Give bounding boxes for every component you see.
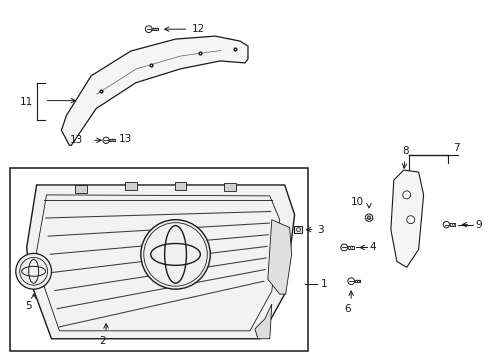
- Text: 9: 9: [474, 220, 481, 230]
- Polygon shape: [390, 170, 423, 267]
- Circle shape: [16, 253, 51, 289]
- Text: 13: 13: [69, 135, 82, 145]
- Polygon shape: [267, 220, 291, 294]
- Circle shape: [402, 191, 410, 199]
- Text: 13: 13: [119, 134, 132, 144]
- FancyBboxPatch shape: [124, 182, 137, 190]
- Circle shape: [365, 214, 372, 221]
- Text: 7: 7: [452, 143, 459, 153]
- FancyBboxPatch shape: [75, 185, 87, 193]
- Text: 6: 6: [343, 304, 350, 314]
- FancyBboxPatch shape: [293, 226, 301, 233]
- Text: 2: 2: [99, 336, 105, 346]
- Text: 1: 1: [320, 279, 326, 289]
- Bar: [10, 168, 307, 351]
- Polygon shape: [254, 304, 271, 339]
- Text: 8: 8: [402, 146, 408, 168]
- Circle shape: [141, 220, 210, 289]
- Polygon shape: [27, 185, 294, 339]
- Text: 5: 5: [25, 301, 32, 311]
- Text: 4: 4: [368, 243, 375, 252]
- Circle shape: [102, 137, 109, 144]
- Text: 10: 10: [350, 197, 363, 207]
- Circle shape: [347, 278, 354, 285]
- Circle shape: [340, 244, 347, 251]
- Text: 3: 3: [306, 225, 324, 235]
- Text: 12: 12: [191, 24, 204, 34]
- Circle shape: [399, 174, 407, 182]
- FancyBboxPatch shape: [174, 182, 186, 190]
- FancyBboxPatch shape: [224, 183, 236, 191]
- Circle shape: [145, 26, 152, 32]
- Polygon shape: [61, 36, 247, 145]
- Circle shape: [102, 311, 109, 319]
- Circle shape: [406, 216, 414, 224]
- Circle shape: [442, 221, 448, 228]
- Text: 11: 11: [20, 96, 33, 107]
